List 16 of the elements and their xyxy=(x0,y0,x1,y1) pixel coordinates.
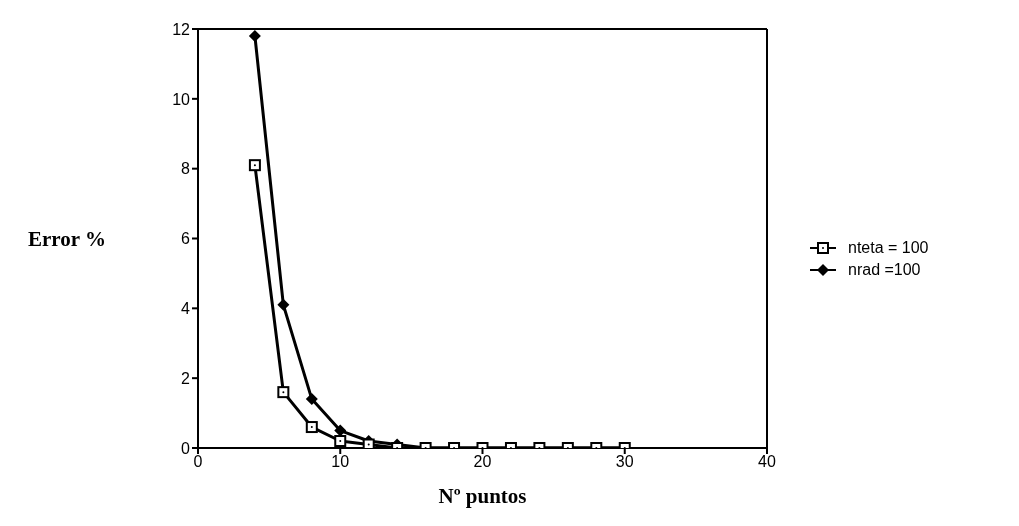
x-tick-label: 30 xyxy=(615,453,634,471)
y-tick-label: 6 xyxy=(181,230,191,248)
x-axis-title: Nº puntos xyxy=(438,484,527,508)
x-tick-label: 0 xyxy=(193,453,203,471)
y-axis-title: Error % xyxy=(28,226,106,251)
legend-label: nrad =100 xyxy=(848,260,921,279)
x-tick-label: 20 xyxy=(473,453,492,471)
y-tick-label: 8 xyxy=(181,160,191,178)
x-tick-label: 10 xyxy=(331,453,350,471)
x-tick-label: 40 xyxy=(758,453,776,471)
y-tick-label: 0 xyxy=(181,439,191,457)
y-tick-label: 10 xyxy=(172,90,191,108)
y-tick-label: 4 xyxy=(181,300,191,318)
legend-label: nteta = 100 xyxy=(848,238,929,257)
y-tick-label: 12 xyxy=(172,20,191,38)
y-tick-label: 2 xyxy=(181,369,191,387)
